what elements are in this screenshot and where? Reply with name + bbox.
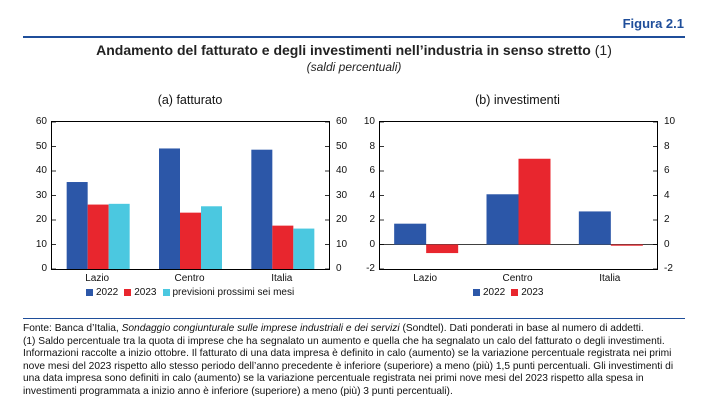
legend-label: previsioni prossimi sei mesi <box>172 287 295 298</box>
y-tick-label-left: 60 <box>35 116 47 127</box>
legend-swatch <box>124 289 132 296</box>
y-tick-label-right: 30 <box>336 189 348 201</box>
y-tick-label-left: 8 <box>369 140 375 152</box>
panel-a-legend: 2022 2023 previsioni prossimi sei mesi <box>86 287 300 298</box>
y-tick-label-left: 20 <box>35 214 47 225</box>
y-tick-label-right: 6 <box>664 165 670 176</box>
legend-a-2022: 2022 <box>86 287 118 298</box>
y-tick-label-right: 4 <box>664 189 670 201</box>
panel-b-plot <box>379 121 658 270</box>
panel-a-plot <box>51 121 330 270</box>
panel-b-svg <box>380 122 657 269</box>
y-tick-label-right: 0 <box>336 263 342 274</box>
bar-italia-1 <box>610 244 643 246</box>
legend-swatch <box>473 289 480 296</box>
panel-a-title: (a) fatturato <box>157 93 223 107</box>
legend-a-2023: 2023 <box>124 287 157 298</box>
y-tick-label-left: 0 <box>369 238 375 250</box>
legend-label: 2023 <box>134 287 157 298</box>
figure-title-note: (1) <box>594 42 612 58</box>
footer-source-suffix: (Sondtel). Dati ponderati in base al num… <box>402 323 644 334</box>
footer-rule <box>23 318 685 319</box>
figure-label: Figura 2.1 <box>622 16 684 31</box>
y-tick-label-left: 0 <box>41 263 47 274</box>
x-category-label: Lazio <box>85 273 110 284</box>
legend-swatch <box>86 289 93 296</box>
footer-note: (1) Saldo percentuale tra la quota di im… <box>23 335 674 397</box>
bar-centro-2 <box>201 206 222 269</box>
bar-italia-2 <box>293 228 315 269</box>
y-tick-label-left: 30 <box>35 189 47 201</box>
bar-lazio-1 <box>426 244 459 254</box>
bar-italia-0 <box>578 211 611 245</box>
x-category-label: Italia <box>271 273 293 284</box>
y-tick-label-left: 10 <box>363 116 375 127</box>
bar-italia-1 <box>272 225 294 269</box>
bar-lazio-0 <box>394 223 427 245</box>
bar-centro-0 <box>486 194 519 245</box>
footer-source-prefix: Fonte: Banca d’Italia, <box>23 323 119 334</box>
y-tick-label-left: 6 <box>369 165 375 176</box>
bar-lazio-1 <box>87 204 109 269</box>
top-rule <box>23 36 685 38</box>
y-tick-label-left: 4 <box>369 189 375 201</box>
bar-centro-1 <box>180 212 201 269</box>
legend-a-previsioni: previsioni prossimi sei mesi <box>162 287 295 298</box>
panel-a-svg <box>52 122 329 269</box>
x-category-label: Centro <box>174 273 205 284</box>
bar-centro-1 <box>518 158 551 245</box>
x-category-label: Italia <box>599 273 621 284</box>
panel-b-title: (b) investimenti <box>475 93 560 107</box>
y-tick-label-right: 10 <box>664 116 676 127</box>
bar-lazio-0 <box>66 182 88 269</box>
figure-subtitle: (saldi percentuali) <box>306 60 402 74</box>
y-tick-label-right: 40 <box>336 165 348 176</box>
footer-source-title: Sondaggio congiunturale sulle imprese in… <box>121 323 400 334</box>
legend-swatch <box>162 289 170 296</box>
legend-label: 2022 <box>483 287 506 298</box>
legend-label: 2023 <box>521 287 544 298</box>
y-tick-label-left: 50 <box>35 140 47 152</box>
y-tick-label-right: 2 <box>664 214 670 225</box>
y-tick-label-left: -2 <box>366 263 375 274</box>
legend-label: 2022 <box>96 287 119 298</box>
x-category-label: Centro <box>502 273 533 284</box>
bar-italia-0 <box>251 149 273 269</box>
bar-centro-0 <box>159 148 180 269</box>
figure-title-text: Andamento del fatturato e degli investim… <box>96 42 591 58</box>
y-tick-label-right: 50 <box>336 140 348 152</box>
y-tick-label-right: 0 <box>664 238 670 250</box>
bar-lazio-2 <box>108 203 130 269</box>
y-tick-label-right: -2 <box>664 263 673 274</box>
y-tick-label-left: 2 <box>369 214 375 225</box>
y-tick-label-left: 40 <box>35 165 47 176</box>
y-tick-label-right: 8 <box>664 140 670 152</box>
legend-b-2022: 2022 <box>473 287 505 298</box>
footer-notes: Fonte: Banca d’Italia, Sondaggio congiun… <box>23 323 688 399</box>
panel-b-legend: 2022 2023 <box>473 287 550 298</box>
x-category-label: Lazio <box>413 273 438 284</box>
legend-swatch <box>511 289 519 296</box>
y-tick-label-right: 20 <box>336 214 348 225</box>
figure-title: Andamento del fatturato e degli investim… <box>23 42 685 58</box>
y-tick-label-right: 60 <box>336 116 348 127</box>
y-tick-label-right: 10 <box>336 238 348 250</box>
legend-b-2023: 2023 <box>511 287 544 298</box>
y-tick-label-left: 10 <box>35 238 47 250</box>
